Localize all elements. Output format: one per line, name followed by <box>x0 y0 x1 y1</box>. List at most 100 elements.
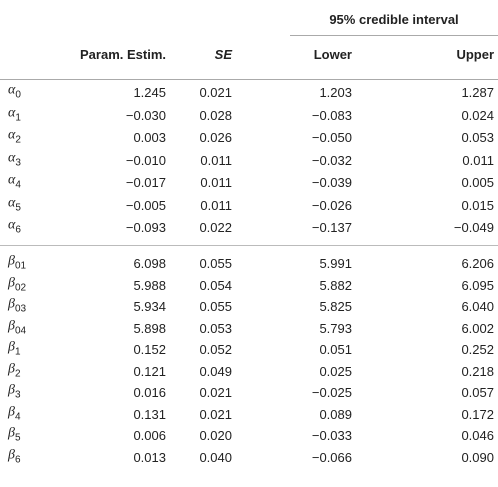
cell: 0.016 <box>133 385 166 400</box>
row-label: β5 <box>8 426 21 447</box>
row-symbol: β <box>8 361 15 377</box>
row-subscript: 0 <box>15 89 21 101</box>
cell: 0.152 <box>133 342 166 357</box>
cell: −0.137 <box>311 220 352 235</box>
cell: 0.172 <box>461 406 494 422</box>
row-subscript: 5 <box>15 201 21 213</box>
cell: 0.011 <box>200 152 232 168</box>
row-label: α1 <box>8 105 21 126</box>
row-symbol: α <box>8 105 16 121</box>
group-rule <box>290 35 498 36</box>
row-label: β3 <box>8 383 21 404</box>
cell: 0.005 <box>461 175 494 190</box>
column-header: Upper <box>456 47 494 62</box>
row-subscript: 03 <box>14 303 27 315</box>
cell: 6.040 <box>461 299 494 314</box>
cell: 0.026 <box>199 130 232 145</box>
cell: 6.095 <box>461 277 494 293</box>
cell: 0.013 <box>133 449 166 465</box>
group-header: 95% credible interval <box>329 12 459 27</box>
cell: −0.050 <box>311 130 352 145</box>
row-label: α0 <box>8 83 21 104</box>
cell: 0.028 <box>199 107 232 123</box>
row-symbol: β <box>8 296 15 312</box>
row-label: β03 <box>8 297 26 318</box>
cell: −0.039 <box>311 175 352 190</box>
cell: 1.287 <box>461 85 494 100</box>
row-subscript: 3 <box>14 389 21 401</box>
row-label: α6 <box>8 218 21 239</box>
cell: 0.055 <box>199 299 232 314</box>
cell: −0.030 <box>125 107 166 123</box>
row-label: α3 <box>8 150 21 171</box>
cell: 0.053 <box>461 130 494 145</box>
cell: 0.011 <box>200 175 232 190</box>
cell: 0.252 <box>461 342 494 357</box>
row-label: β02 <box>8 275 26 296</box>
row-subscript: 2 <box>15 134 21 146</box>
cell: 5.934 <box>133 299 166 314</box>
cell: 6.002 <box>461 320 494 336</box>
cell: −0.010 <box>125 152 166 168</box>
cell: 0.025 <box>319 363 352 379</box>
cell: −0.093 <box>125 220 166 235</box>
row-label: β6 <box>8 447 21 468</box>
row-label: β4 <box>8 404 21 425</box>
cell: 0.021 <box>199 85 232 100</box>
cell: 0.021 <box>199 385 232 400</box>
cell: 6.098 <box>133 256 166 271</box>
row-subscript: 1 <box>14 346 21 358</box>
cell: 0.011 <box>462 152 494 168</box>
row-symbol: α <box>8 127 16 143</box>
row-symbol: β <box>8 275 15 291</box>
cell: −0.005 <box>125 197 166 213</box>
row-symbol: α <box>8 82 16 98</box>
cell: 5.898 <box>133 320 166 336</box>
row-label: α4 <box>8 173 21 194</box>
row-symbol: β <box>8 318 15 334</box>
cell: 5.793 <box>319 320 352 336</box>
cell: 0.051 <box>319 342 352 357</box>
row-symbol: β <box>8 425 15 441</box>
row-subscript: 5 <box>14 432 21 444</box>
cell: 1.245 <box>133 85 166 100</box>
cell: 0.003 <box>133 130 166 145</box>
cell: −0.066 <box>311 449 352 465</box>
cell: −0.033 <box>311 428 352 443</box>
cell: 0.015 <box>461 197 494 213</box>
cell: 0.057 <box>461 385 494 400</box>
row-label: β2 <box>8 361 21 382</box>
header-rule <box>0 79 498 80</box>
cell: −0.049 <box>453 220 494 235</box>
cell: 0.052 <box>199 342 232 357</box>
cell: 6.206 <box>461 256 494 271</box>
cell: 5.991 <box>319 256 352 271</box>
cell: 0.049 <box>199 363 232 379</box>
column-header: Lower <box>313 47 352 62</box>
row-symbol: β <box>8 339 15 355</box>
row-symbol: β <box>8 382 15 398</box>
cell: 0.022 <box>199 220 232 235</box>
cell: 0.055 <box>199 256 232 271</box>
cell: 0.020 <box>199 428 232 443</box>
row-symbol: α <box>8 217 16 233</box>
row-subscript: 1 <box>15 111 21 123</box>
cell: 0.053 <box>199 320 232 336</box>
row-subscript: 4 <box>15 179 21 191</box>
cell: 0.040 <box>199 449 232 465</box>
cell: 5.988 <box>133 277 166 293</box>
cell: −0.083 <box>311 107 352 123</box>
cell: −0.032 <box>311 152 352 168</box>
row-subscript: 3 <box>15 156 21 168</box>
column-header: Param. Estim. <box>80 47 166 62</box>
cell: −0.017 <box>125 175 166 190</box>
row-label: α5 <box>8 195 21 216</box>
row-symbol: α <box>8 172 16 188</box>
row-subscript: 2 <box>14 367 21 379</box>
row-subscript: 01 <box>14 260 27 272</box>
row-subscript: 4 <box>14 410 21 422</box>
column-header: SE <box>214 47 232 62</box>
group-separator <box>0 245 498 246</box>
cell: 5.882 <box>319 277 352 293</box>
